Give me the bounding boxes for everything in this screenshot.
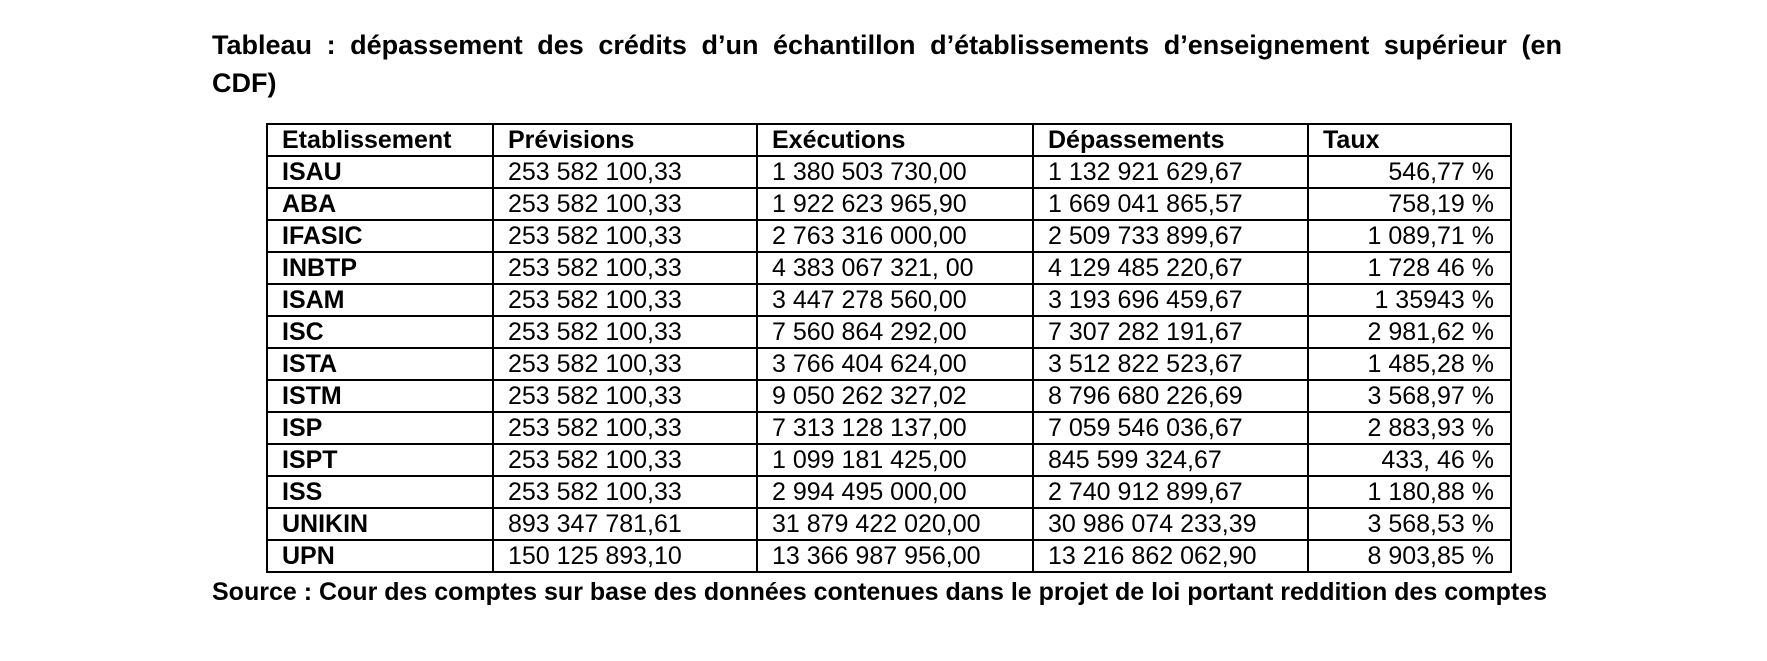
- table-row: ISTA 253 582 100,33 3 766 404 624,00 3 5…: [266, 347, 1512, 381]
- cell-executions: 2 763 316 000,00: [756, 219, 1034, 253]
- header-row: Etablissement Prévisions Exécutions Dépa…: [266, 123, 1512, 157]
- cell-previsions: 253 582 100,33: [492, 251, 758, 285]
- table-row: UNIKIN 893 347 781,61 31 879 422 020,00 …: [266, 507, 1512, 541]
- table-row: UPN 150 125 893,10 13 366 987 956,00 13 …: [266, 539, 1512, 573]
- cell-taux: 3 568,53 %: [1307, 507, 1512, 541]
- table-row: IFASIC 253 582 100,33 2 763 316 000,00 2…: [266, 219, 1512, 253]
- cell-taux: 758,19 %: [1307, 187, 1512, 221]
- cell-depassements: 3 512 822 523,67: [1032, 347, 1309, 381]
- cell-executions: 7 560 864 292,00: [756, 315, 1034, 349]
- cell-depassements: 7 307 282 191,67: [1032, 315, 1309, 349]
- cell-previsions: 253 582 100,33: [492, 283, 758, 317]
- cell-previsions: 253 582 100,33: [492, 411, 758, 445]
- cell-previsions: 253 582 100,33: [492, 379, 758, 413]
- credits-overrun-table: Etablissement Prévisions Exécutions Dépa…: [266, 123, 1512, 573]
- cell-etablissement: IFASIC: [266, 219, 494, 253]
- table-row: ISAM 253 582 100,33 3 447 278 560,00 3 1…: [266, 283, 1512, 317]
- cell-depassements: 30 986 074 233,39: [1032, 507, 1309, 541]
- cell-executions: 2 994 495 000,00: [756, 475, 1034, 509]
- cell-etablissement: ISS: [266, 475, 494, 509]
- cell-taux: 1 180,88 %: [1307, 475, 1512, 509]
- cell-previsions: 253 582 100,33: [492, 187, 758, 221]
- table-body: ISAU 253 582 100,33 1 380 503 730,00 1 1…: [266, 155, 1512, 573]
- cell-executions: 7 313 128 137,00: [756, 411, 1034, 445]
- cell-etablissement: ISC: [266, 315, 494, 349]
- cell-depassements: 8 796 680 226,69: [1032, 379, 1309, 413]
- table-row: ISS 253 582 100,33 2 994 495 000,00 2 74…: [266, 475, 1512, 509]
- cell-depassements: 845 599 324,67: [1032, 443, 1309, 477]
- cell-executions: 31 879 422 020,00: [756, 507, 1034, 541]
- cell-depassements: 7 059 546 036,67: [1032, 411, 1309, 445]
- table-row: INBTP 253 582 100,33 4 383 067 321, 00 4…: [266, 251, 1512, 285]
- cell-executions: 3 447 278 560,00: [756, 283, 1034, 317]
- cell-taux: 2 883,93 %: [1307, 411, 1512, 445]
- table-row: ISC 253 582 100,33 7 560 864 292,00 7 30…: [266, 315, 1512, 349]
- table-title: Tableau : dépassement des crédits d’un é…: [212, 30, 1562, 98]
- cell-taux: 546,77 %: [1307, 155, 1512, 189]
- cell-etablissement: ISAU: [266, 155, 494, 189]
- cell-executions: 3 766 404 624,00: [756, 347, 1034, 381]
- header-previsions: Prévisions: [492, 123, 758, 157]
- cell-previsions: 253 582 100,33: [492, 219, 758, 253]
- cell-taux: 1 485,28 %: [1307, 347, 1512, 381]
- cell-executions: 4 383 067 321, 00: [756, 251, 1034, 285]
- table-row: ISTM 253 582 100,33 9 050 262 327,02 8 7…: [266, 379, 1512, 413]
- cell-executions: 1 380 503 730,00: [756, 155, 1034, 189]
- source-note: Source : Cour des comptes sur base des d…: [212, 578, 1547, 606]
- cell-taux: 1 728 46 %: [1307, 251, 1512, 285]
- table-header: Etablissement Prévisions Exécutions Dépa…: [266, 123, 1512, 157]
- header-taux: Taux: [1307, 123, 1512, 157]
- cell-previsions: 893 347 781,61: [492, 507, 758, 541]
- table-row: ISPT 253 582 100,33 1 099 181 425,00 845…: [266, 443, 1512, 477]
- cell-etablissement: ISAM: [266, 283, 494, 317]
- cell-previsions: 253 582 100,33: [492, 443, 758, 477]
- header-etablissement: Etablissement: [266, 123, 494, 157]
- cell-taux: 433, 46 %: [1307, 443, 1512, 477]
- cell-executions: 9 050 262 327,02: [756, 379, 1034, 413]
- cell-etablissement: INBTP: [266, 251, 494, 285]
- cell-depassements: 2 740 912 899,67: [1032, 475, 1309, 509]
- cell-etablissement: ISTA: [266, 347, 494, 381]
- cell-etablissement: UNIKIN: [266, 507, 494, 541]
- cell-executions: 1 099 181 425,00: [756, 443, 1034, 477]
- cell-depassements: 4 129 485 220,67: [1032, 251, 1309, 285]
- cell-executions: 1 922 623 965,90: [756, 187, 1034, 221]
- cell-depassements: 13 216 862 062,90: [1032, 539, 1309, 573]
- cell-taux: 8 903,85 %: [1307, 539, 1512, 573]
- header-depassements: Dépassements: [1032, 123, 1309, 157]
- cell-executions: 13 366 987 956,00: [756, 539, 1034, 573]
- cell-taux: 1 089,71 %: [1307, 219, 1512, 253]
- cell-etablissement: ISTM: [266, 379, 494, 413]
- cell-taux: 3 568,97 %: [1307, 379, 1512, 413]
- table-row: ISP 253 582 100,33 7 313 128 137,00 7 05…: [266, 411, 1512, 445]
- cell-etablissement: ISP: [266, 411, 494, 445]
- cell-depassements: 3 193 696 459,67: [1032, 283, 1309, 317]
- cell-depassements: 1 669 041 865,57: [1032, 187, 1309, 221]
- cell-taux: 1 35943 %: [1307, 283, 1512, 317]
- cell-previsions: 253 582 100,33: [492, 315, 758, 349]
- cell-previsions: 150 125 893,10: [492, 539, 758, 573]
- cell-etablissement: ISPT: [266, 443, 494, 477]
- cell-previsions: 253 582 100,33: [492, 475, 758, 509]
- cell-depassements: 1 132 921 629,67: [1032, 155, 1309, 189]
- table-row: ABA 253 582 100,33 1 922 623 965,90 1 66…: [266, 187, 1512, 221]
- cell-previsions: 253 582 100,33: [492, 155, 758, 189]
- cell-depassements: 2 509 733 899,67: [1032, 219, 1309, 253]
- header-executions: Exécutions: [756, 123, 1034, 157]
- cell-previsions: 253 582 100,33: [492, 347, 758, 381]
- cell-etablissement: UPN: [266, 539, 494, 573]
- table-row: ISAU 253 582 100,33 1 380 503 730,00 1 1…: [266, 155, 1512, 189]
- cell-etablissement: ABA: [266, 187, 494, 221]
- cell-taux: 2 981,62 %: [1307, 315, 1512, 349]
